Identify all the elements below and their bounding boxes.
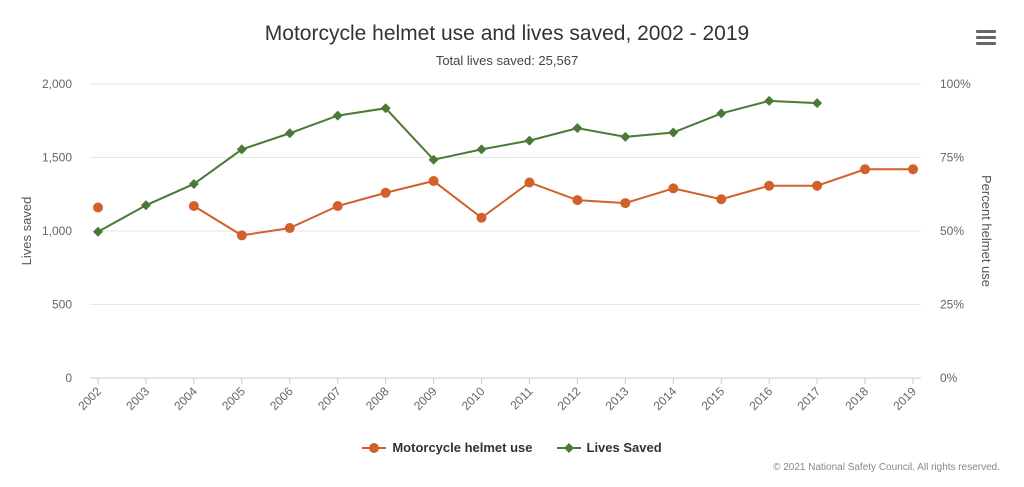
y-right-tick-label: 100% [940,77,971,91]
data-point[interactable] [572,195,583,206]
x-tick-label: 2013 [603,384,632,413]
data-point[interactable] [380,187,391,198]
data-point[interactable] [332,201,343,212]
x-tick-label: 2014 [651,384,680,413]
data-point[interactable] [93,226,103,237]
series-lines [97,99,913,237]
data-point[interactable] [812,98,823,109]
data-point[interactable] [476,144,487,155]
chart-canvas: 0 500 1,000 1,500 2,000 0% 25% 50% 75% 100% 2002… [19,77,994,413]
data-point[interactable] [764,180,775,191]
data-point[interactable] [332,110,343,121]
data-point[interactable] [236,144,247,155]
series-markers [93,95,918,241]
x-tick-label: 2016 [747,384,776,413]
legend-label-helmet-use: Motorcycle helmet use [392,440,533,455]
data-point[interactable] [812,180,823,191]
x-tick-label: 2007 [315,384,344,413]
data-point[interactable] [428,154,439,165]
y-right-ticks: 0% 25% 50% 75% 100% [940,77,971,385]
legend-item-lives-saved[interactable]: Lives Saved [556,440,662,455]
data-point[interactable] [188,201,199,212]
data-point[interactable] [524,177,535,188]
y-left-tick-label: 1,500 [42,151,72,165]
data-point[interactable] [140,200,151,211]
x-tick-label: 2011 [507,384,535,412]
data-point[interactable] [524,135,535,146]
y-left-tick-label: 500 [52,298,72,312]
data-point[interactable] [284,128,295,139]
data-point[interactable] [668,127,679,138]
y-right-tick-label: 25% [940,298,964,312]
series-line-1 [97,99,818,233]
data-point[interactable] [284,223,295,234]
x-tick-label: 2019 [890,384,919,413]
x-tick-label: 2002 [75,384,104,413]
y-left-tick-label: 1,000 [42,224,72,238]
series-line-0 [193,168,913,237]
data-point[interactable] [188,178,199,189]
data-point[interactable] [908,164,918,175]
legend-circle-icon [362,442,387,453]
x-tick-label: 2005 [219,384,248,413]
data-point[interactable] [716,194,727,205]
data-point[interactable] [716,108,727,119]
x-tick-label: 2010 [459,384,488,413]
y-left-tick-label: 0 [65,371,72,385]
data-point[interactable] [236,230,247,241]
hamburger-menu-icon[interactable] [976,30,996,46]
y-right-tick-label: 75% [940,151,964,165]
y-left-tick-label: 2,000 [42,77,72,91]
y-left-axis-label: Lives saved [19,197,34,266]
data-point[interactable] [428,176,439,187]
legend-item-helmet-use[interactable]: Motorcycle helmet use [362,440,533,455]
data-point[interactable] [860,164,871,175]
y-right-tick-label: 50% [940,224,964,238]
x-tick-label: 2006 [267,384,296,413]
x-tick-label: 2003 [123,384,152,413]
y-left-ticks: 0 500 1,000 1,500 2,000 [42,77,72,385]
x-ticks: 2002 2003 2004 2005 2006 2007 2008 2009 2010 2011… [75,378,919,413]
x-tick-label: 2012 [555,384,584,413]
chart-subtitle: Total lives saved: 25,567 [435,53,579,68]
x-tick-label: 2004 [171,384,200,413]
data-point[interactable] [572,123,583,134]
x-tick-label: 2018 [842,384,871,413]
data-point[interactable] [620,198,631,209]
legend-diamond-icon [556,442,581,453]
legend: Motorcycle helmet use Lives Saved [0,440,1024,455]
legend-label-lives-saved: Lives Saved [586,440,662,455]
y-right-tick-label: 0% [940,371,958,385]
data-point[interactable] [668,183,679,194]
chart-title: Motorcycle helmet use and lives saved, 2… [264,22,750,45]
data-point[interactable] [476,212,487,223]
data-point[interactable] [764,95,775,106]
copyright-credit: © 2021 National Safety Council. All righ… [773,462,1000,473]
x-tick-label: 2015 [699,384,728,413]
data-point[interactable] [380,103,391,114]
x-tick-label: 2008 [363,384,392,413]
grid-lines [90,83,921,379]
y-right-axis-label: Percent helmet use [979,175,994,287]
x-tick-label: 2017 [794,384,823,413]
x-tick-label: 2009 [411,384,440,413]
data-point[interactable] [620,131,631,142]
data-point[interactable] [93,202,103,213]
